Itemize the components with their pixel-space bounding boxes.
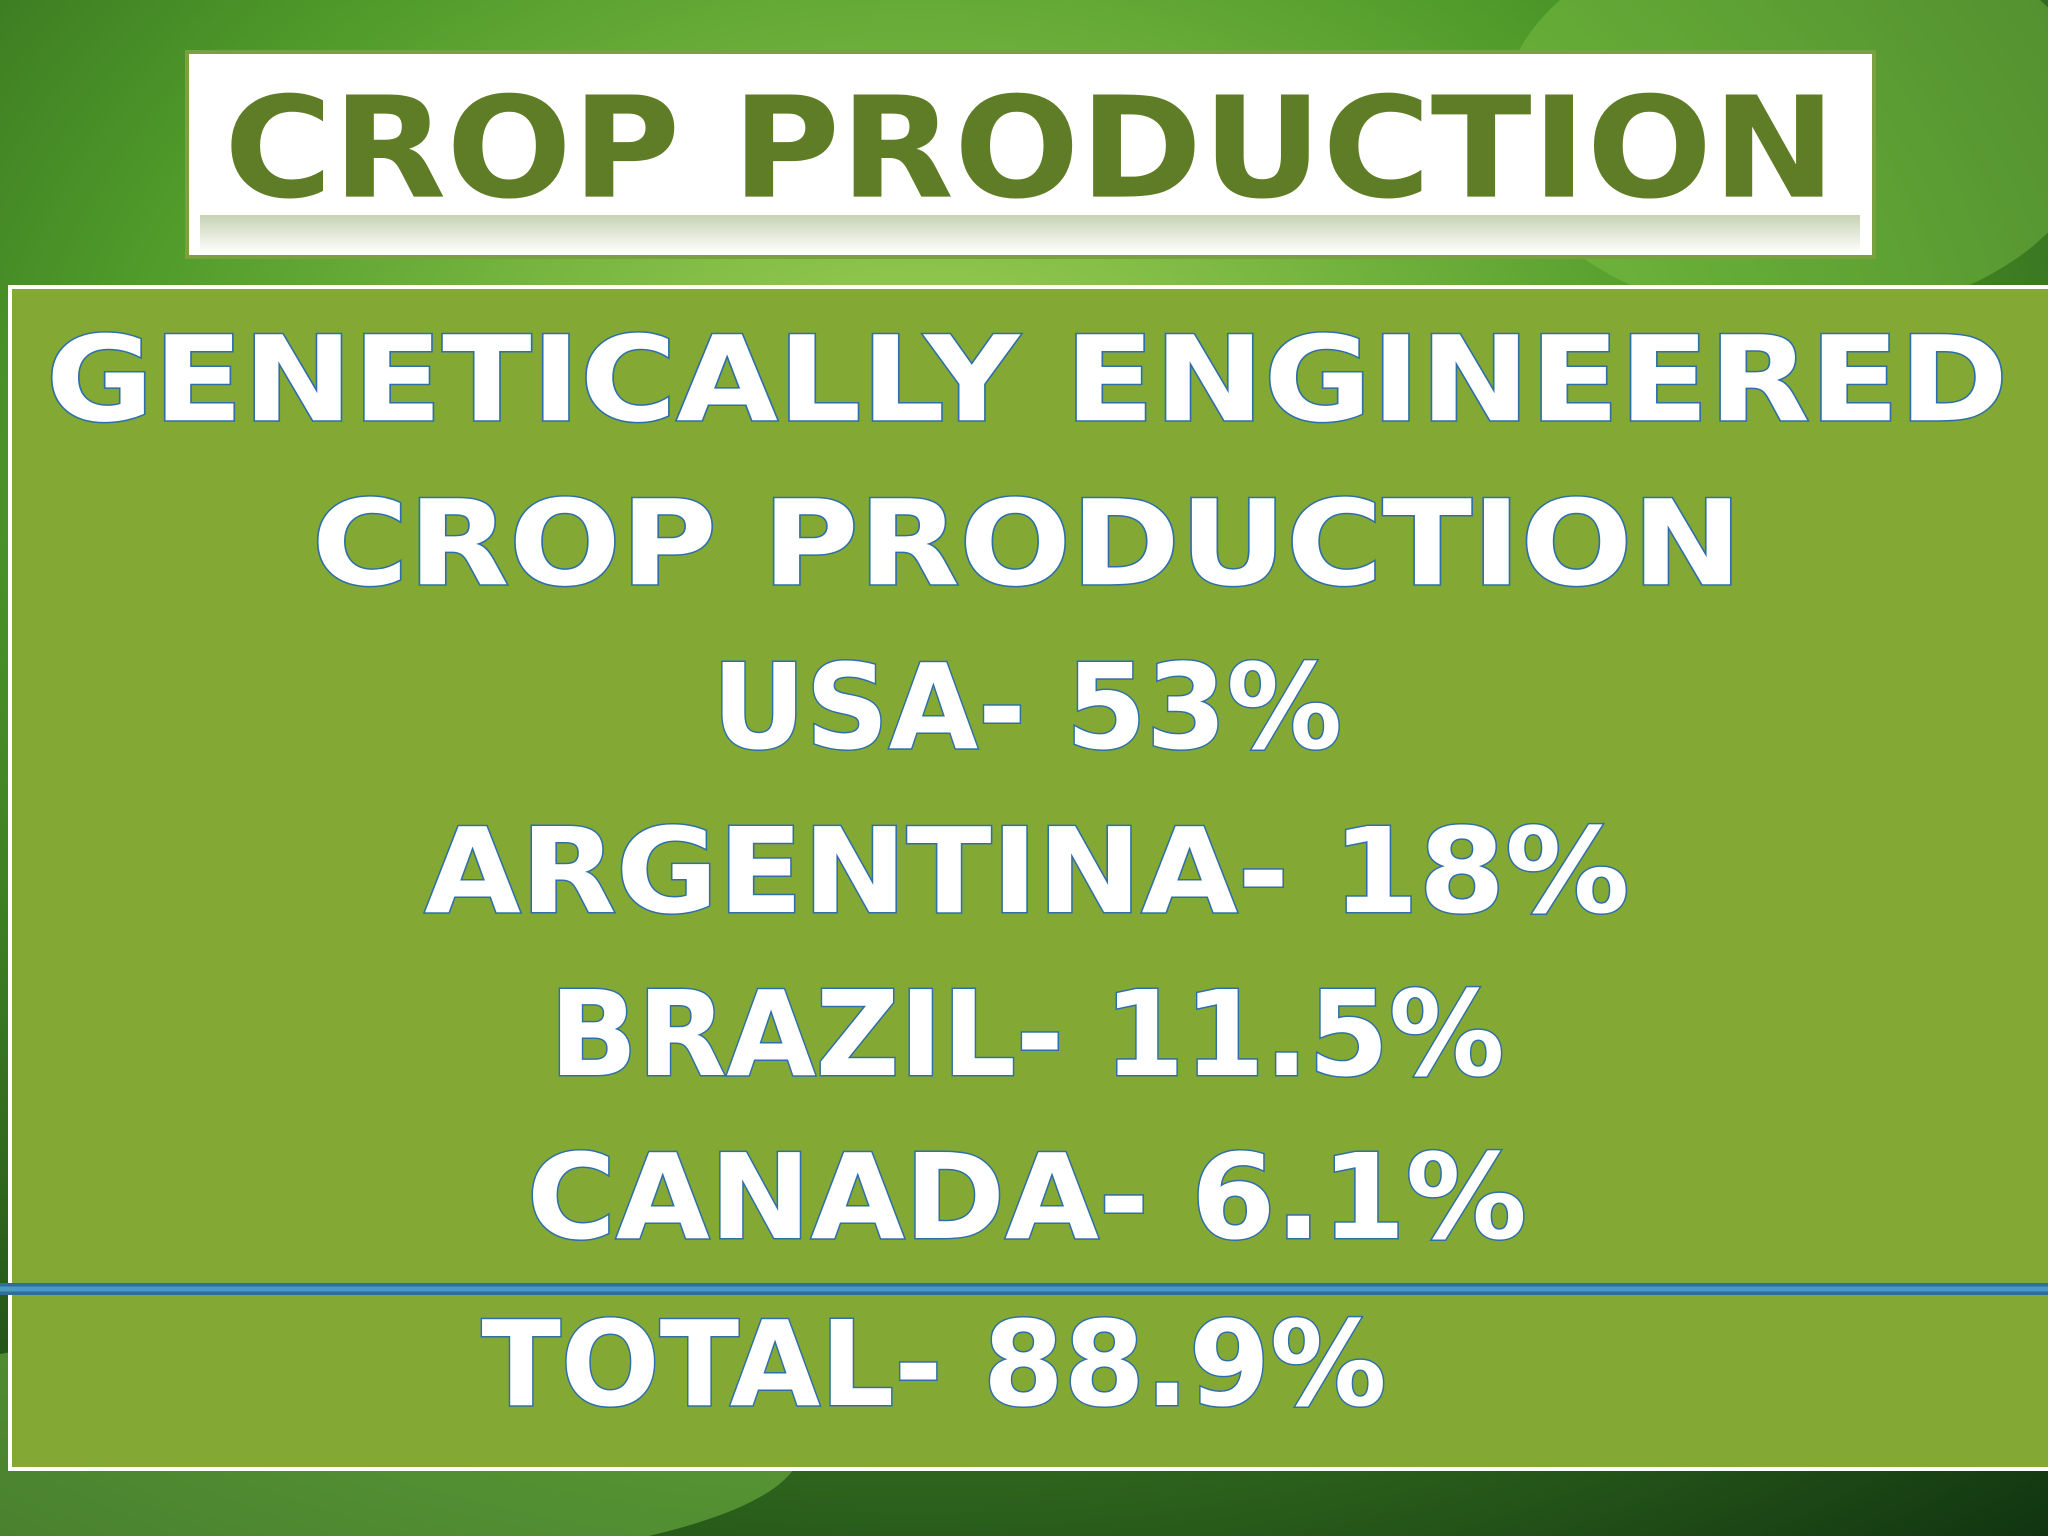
total-line: TOTAL- 88.9% xyxy=(482,1295,1387,1433)
heading-line: CROP PRODUCTION xyxy=(312,474,1742,612)
item-line: BRAZIL- 11.5% xyxy=(550,965,1505,1103)
content-box xyxy=(8,285,2048,1471)
item-line: USA- 53% xyxy=(712,638,1342,776)
item-line: ARGENTINA- 18% xyxy=(425,802,1630,940)
title-reflection xyxy=(200,215,1860,253)
heading-line: GENETICALLY ENGINEERED xyxy=(46,310,2008,448)
title: CROP PRODUCTION xyxy=(224,68,1836,231)
item-line: CANADA- 6.1% xyxy=(527,1128,1527,1266)
